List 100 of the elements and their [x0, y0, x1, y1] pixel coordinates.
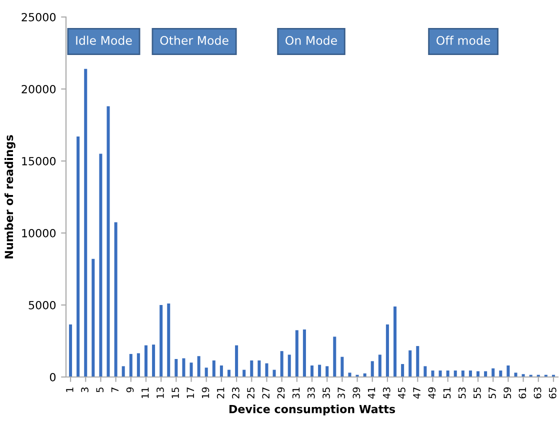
- bar: [160, 305, 163, 377]
- x-tick-label: 47: [413, 388, 420, 399]
- bar: [197, 356, 200, 377]
- bar: [326, 366, 329, 377]
- bar: [167, 304, 170, 377]
- x-tick-label: 61: [518, 388, 526, 398]
- bar: [416, 346, 420, 377]
- bar: [76, 136, 80, 377]
- x-tick-label: 27: [262, 388, 270, 398]
- x-tick-label: 31: [292, 388, 300, 398]
- bar: [401, 364, 404, 377]
- bar: [84, 68, 88, 377]
- x-tick-label: 55: [474, 388, 481, 398]
- bar: [220, 365, 223, 377]
- bar: [506, 365, 510, 377]
- x-tick-label: 9: [126, 387, 134, 392]
- x-tick-label: 1: [66, 388, 74, 392]
- bar: [408, 350, 412, 377]
- annotation: Off mode: [436, 36, 490, 45]
- bar: [468, 370, 472, 377]
- bar: [204, 368, 208, 377]
- x-tick-label: 51: [443, 388, 451, 398]
- x-tick-label: 7: [111, 388, 118, 392]
- bar: [106, 106, 110, 377]
- annotation: Other Mode: [160, 36, 228, 45]
- bar: [476, 371, 480, 377]
- bar: [92, 258, 95, 377]
- x-tick-label: 53: [458, 388, 466, 398]
- x-tick-label: 25: [247, 388, 254, 398]
- bar: [114, 222, 118, 377]
- y-tick-label: 10000: [22, 228, 56, 238]
- bar: [227, 370, 231, 377]
- x-tick-label: 5: [96, 388, 104, 392]
- annotation: On Mode: [286, 36, 337, 45]
- x-tick-label: 41: [368, 388, 376, 399]
- annotation: Idle Mode: [76, 36, 132, 45]
- bar: [340, 356, 344, 377]
- bar: [499, 370, 502, 377]
- bar: [242, 370, 246, 377]
- bar: [258, 360, 261, 377]
- bar: [272, 370, 276, 377]
- bar: [318, 364, 322, 377]
- bar: [235, 345, 238, 377]
- bar: [99, 154, 102, 377]
- x-axis-title: Device consumption Watts: [229, 404, 396, 416]
- x-tick-label: 15: [172, 388, 179, 398]
- bar: [136, 353, 140, 377]
- bar: [280, 351, 284, 377]
- x-tick-label: 59: [504, 387, 512, 398]
- x-tick-label: 57: [488, 388, 496, 398]
- x-tick-label: 17: [186, 388, 194, 398]
- x-tick-label: 49: [428, 387, 436, 399]
- bar: [378, 354, 382, 377]
- y-tick-label: 25000: [22, 12, 56, 22]
- bar: [461, 370, 464, 377]
- x-tick-label: 39: [352, 387, 360, 398]
- bar: [370, 361, 374, 377]
- bar: [446, 370, 450, 377]
- bar: [69, 324, 72, 377]
- x-tick-label: 3: [81, 388, 88, 392]
- y-axis-title: Number of readings: [4, 135, 16, 258]
- bar: [310, 365, 314, 377]
- bar: [438, 370, 442, 377]
- x-tick-label: 19: [202, 387, 210, 398]
- x-tick-label: 43: [382, 388, 390, 399]
- bar: [129, 354, 132, 377]
- bar: [514, 372, 518, 377]
- bar: [265, 363, 268, 377]
- bar: [333, 336, 336, 377]
- y-tick-label: 0: [50, 372, 56, 382]
- bar: [484, 371, 488, 377]
- bar: [190, 362, 193, 377]
- x-tick-label: 23: [232, 388, 240, 398]
- y-tick-label: 5000: [28, 300, 56, 310]
- bar: [250, 360, 254, 377]
- y-tick-label: 20000: [22, 84, 56, 94]
- x-tick-label: 13: [156, 388, 164, 398]
- bar: [386, 324, 389, 377]
- bar: [144, 345, 148, 377]
- bar: [431, 370, 434, 377]
- x-tick-label: 35: [322, 388, 330, 398]
- bar: [454, 370, 457, 377]
- x-tick-label: 37: [338, 388, 346, 398]
- x-tick-label: 45: [398, 388, 406, 399]
- x-tick-label: 65: [548, 388, 556, 398]
- bar: [182, 358, 186, 377]
- bar: [212, 360, 216, 377]
- y-tick-label: 15000: [22, 156, 56, 166]
- bar: [302, 329, 306, 377]
- bar: [288, 354, 291, 377]
- bar: [295, 330, 298, 377]
- bar: [492, 368, 495, 377]
- x-tick-label: 21: [216, 388, 224, 398]
- bar: [174, 359, 178, 377]
- bar: [122, 366, 125, 377]
- x-tick-label: 11: [142, 388, 149, 398]
- x-tick-label: 29: [277, 387, 285, 398]
- bar: [348, 372, 352, 377]
- x-tick-label: 63: [534, 388, 542, 398]
- bar: [424, 366, 427, 377]
